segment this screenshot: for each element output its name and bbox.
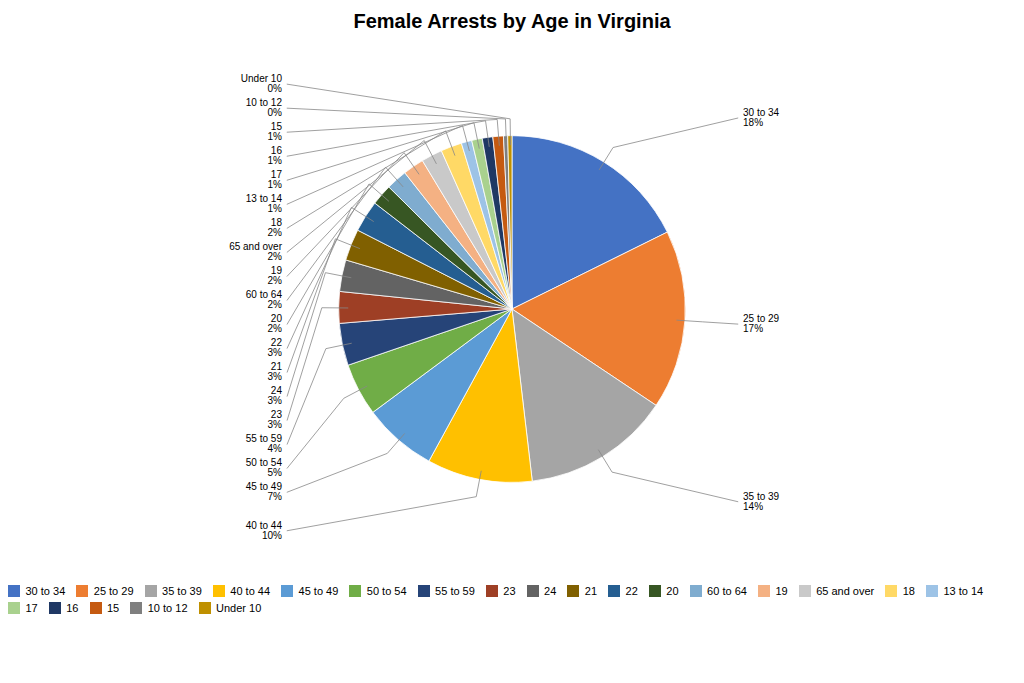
html-text:24: 24 <box>544 585 557 598</box>
svg-text:171%: 171% <box>268 169 283 190</box>
html-text:13 to 14: 13 to 14 <box>943 585 984 598</box>
svg-text:55 to 594%: 55 to 594% <box>246 433 283 454</box>
html-text:21: 21 <box>584 585 598 598</box>
html-text:60 to 64: 60 to 64 <box>707 585 747 598</box>
html-text:30 to 34: 30 to 34 <box>25 585 66 598</box>
svg-text:65 and over2%: 65 and over2% <box>229 241 282 262</box>
svg-text:182%: 182% <box>268 217 283 238</box>
html-text:16: 16 <box>66 601 79 614</box>
svg-text:30 to 3418%: 30 to 3418% <box>743 107 780 128</box>
svg-text:151%: 151% <box>268 121 283 142</box>
svg-text:45 to 497%: 45 to 497% <box>246 481 283 502</box>
html-text:35 to 39: 35 to 39 <box>162 585 202 598</box>
html-text:19: 19 <box>775 585 788 598</box>
html-text:18: 18 <box>902 585 915 598</box>
html-text:Female Arrests by Age in Virgi: Female Arrests by Age in Virginia <box>353 10 671 32</box>
svg-text:243%: 243% <box>268 385 283 406</box>
html-text:17: 17 <box>25 601 38 614</box>
svg-text:50 to 545%: 50 to 545% <box>246 457 283 478</box>
svg-text:Under 100%: Under 100% <box>241 73 283 94</box>
html-text:40 to 44: 40 to 44 <box>230 585 271 598</box>
html-text:65 and over: 65 and over <box>816 585 875 598</box>
svg-text:40 to 4410%: 40 to 4410% <box>246 520 283 541</box>
svg-text:233%: 233% <box>268 409 283 430</box>
html-text:55 to 59: 55 to 59 <box>435 585 475 598</box>
svg-text:161%: 161% <box>268 145 283 166</box>
html-text:15: 15 <box>107 601 120 614</box>
html-text:23: 23 <box>503 585 516 598</box>
svg-text:192%: 192% <box>268 265 283 286</box>
html-text:22: 22 <box>625 585 638 598</box>
html-text:Under 10: Under 10 <box>216 601 262 614</box>
html-text:10 to 12: 10 to 12 <box>147 601 188 614</box>
html-text:50 to 54: 50 to 54 <box>366 585 407 598</box>
svg-text:10 to 120%: 10 to 120% <box>246 97 283 118</box>
svg-text:25 to 2917%: 25 to 2917% <box>743 313 780 334</box>
html-text:20: 20 <box>666 585 679 598</box>
svg-text:213%: 213% <box>268 361 283 382</box>
svg-text:60 to 642%: 60 to 642% <box>246 289 283 310</box>
html-text:25 to 29: 25 to 29 <box>93 585 134 598</box>
svg-text:13 to 141%: 13 to 141% <box>246 193 283 214</box>
svg-text:223%: 223% <box>268 337 283 358</box>
svg-text:35 to 3914%: 35 to 3914% <box>743 491 780 512</box>
svg-text:202%: 202% <box>268 313 283 334</box>
html-text:45 to 49: 45 to 49 <box>298 585 339 598</box>
